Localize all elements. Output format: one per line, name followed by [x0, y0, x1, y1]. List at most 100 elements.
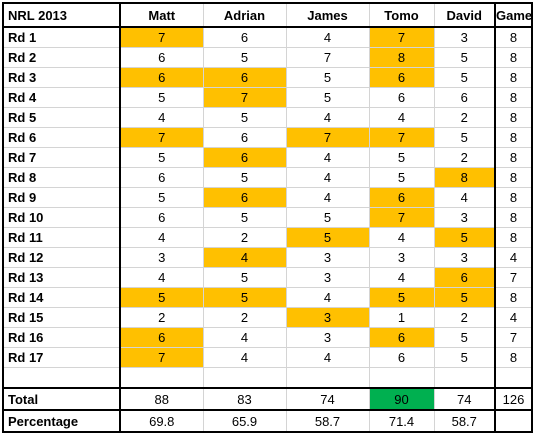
score-cell-tomo[interactable]: 6 [368, 327, 435, 348]
score-cell-james[interactable]: 3 [285, 327, 370, 348]
percentage-row-cell-tomo[interactable]: 71.4 [368, 409, 435, 433]
score-cell-games[interactable]: 8 [494, 67, 533, 88]
score-cell-david[interactable]: 5 [433, 327, 496, 348]
score-cell-david[interactable]: 2 [433, 307, 496, 328]
score-cell-tomo[interactable]: 6 [368, 347, 435, 368]
score-cell-games[interactable]: 8 [494, 187, 533, 208]
column-header-james[interactable]: James [285, 2, 370, 28]
round-label-cell[interactable]: Rd 4 [2, 87, 121, 108]
score-cell-games[interactable]: 8 [494, 227, 533, 248]
score-cell-adrian[interactable]: 2 [202, 227, 287, 248]
score-cell-adrian[interactable]: 5 [202, 167, 287, 188]
score-cell-games[interactable]: 7 [494, 327, 533, 348]
round-label-cell[interactable]: Rd 7 [2, 147, 121, 168]
score-cell-james[interactable]: 5 [285, 207, 370, 228]
score-cell-matt[interactable]: 6 [119, 67, 204, 88]
score-cell-david[interactable]: 5 [433, 127, 496, 148]
score-cell-tomo[interactable]: 6 [368, 187, 435, 208]
score-cell-tomo[interactable]: 6 [368, 67, 435, 88]
score-cell-matt[interactable]: 6 [119, 327, 204, 348]
score-cell-adrian[interactable]: 6 [202, 67, 287, 88]
score-cell-david[interactable]: 3 [433, 26, 496, 48]
round-label-cell[interactable]: Rd 6 [2, 127, 121, 148]
score-cell-tomo[interactable]: 5 [368, 287, 435, 308]
score-cell-adrian[interactable]: 6 [202, 187, 287, 208]
score-cell-adrian[interactable]: 4 [202, 327, 287, 348]
score-cell-games[interactable]: 8 [494, 167, 533, 188]
empty-cell[interactable] [433, 367, 496, 389]
percentage-row-cell-games[interactable] [494, 409, 533, 433]
total-row-cell-matt[interactable]: 88 [119, 387, 204, 411]
score-cell-matt[interactable]: 5 [119, 287, 204, 308]
column-header-adrian[interactable]: Adrian [202, 2, 287, 28]
score-cell-matt[interactable]: 5 [119, 187, 204, 208]
score-cell-adrian[interactable]: 7 [202, 87, 287, 108]
empty-cell[interactable] [368, 367, 435, 389]
score-cell-james[interactable]: 4 [285, 26, 370, 48]
score-cell-matt[interactable]: 5 [119, 87, 204, 108]
score-cell-games[interactable]: 8 [494, 47, 533, 68]
score-cell-david[interactable]: 5 [433, 347, 496, 368]
score-cell-adrian[interactable]: 6 [202, 147, 287, 168]
round-label-cell[interactable]: Rd 1 [2, 26, 121, 48]
score-cell-james[interactable]: 4 [285, 147, 370, 168]
round-label-cell[interactable]: Rd 12 [2, 247, 121, 268]
score-cell-tomo[interactable]: 4 [368, 107, 435, 128]
score-cell-matt[interactable]: 6 [119, 207, 204, 228]
round-label-cell[interactable]: Rd 9 [2, 187, 121, 208]
score-cell-adrian[interactable]: 6 [202, 127, 287, 148]
empty-cell[interactable] [119, 367, 204, 389]
score-cell-matt[interactable]: 4 [119, 227, 204, 248]
score-cell-tomo[interactable]: 4 [368, 267, 435, 288]
score-cell-james[interactable]: 4 [285, 107, 370, 128]
score-cell-james[interactable]: 4 [285, 287, 370, 308]
column-header-games[interactable]: Games [494, 2, 533, 28]
score-cell-matt[interactable]: 6 [119, 47, 204, 68]
column-header-david[interactable]: David [433, 2, 496, 28]
empty-cell[interactable] [2, 367, 121, 389]
score-cell-david[interactable]: 6 [433, 267, 496, 288]
percentage-row-cell-james[interactable]: 58.7 [285, 409, 370, 433]
score-cell-james[interactable]: 3 [285, 307, 370, 328]
total-row-cell-david[interactable]: 74 [433, 387, 496, 411]
score-cell-games[interactable]: 8 [494, 127, 533, 148]
total-row-cell-adrian[interactable]: 83 [202, 387, 287, 411]
score-cell-adrian[interactable]: 5 [202, 207, 287, 228]
score-cell-games[interactable]: 8 [494, 347, 533, 368]
score-cell-david[interactable]: 6 [433, 87, 496, 108]
score-cell-adrian[interactable]: 5 [202, 287, 287, 308]
score-cell-david[interactable]: 3 [433, 207, 496, 228]
score-cell-matt[interactable]: 7 [119, 127, 204, 148]
round-label-cell[interactable]: Rd 11 [2, 227, 121, 248]
score-cell-adrian[interactable]: 5 [202, 47, 287, 68]
score-cell-games[interactable]: 8 [494, 287, 533, 308]
score-cell-matt[interactable]: 2 [119, 307, 204, 328]
score-cell-adrian[interactable]: 4 [202, 247, 287, 268]
total-row-cell-tomo[interactable]: 90 [368, 387, 435, 411]
round-label-cell[interactable]: Rd 8 [2, 167, 121, 188]
round-label-cell[interactable]: Rd 3 [2, 67, 121, 88]
score-cell-matt[interactable]: 4 [119, 107, 204, 128]
score-cell-david[interactable]: 5 [433, 287, 496, 308]
score-cell-james[interactable]: 7 [285, 127, 370, 148]
score-cell-tomo[interactable]: 1 [368, 307, 435, 328]
score-cell-matt[interactable]: 7 [119, 347, 204, 368]
score-cell-tomo[interactable]: 4 [368, 227, 435, 248]
score-cell-tomo[interactable]: 7 [368, 207, 435, 228]
score-cell-james[interactable]: 3 [285, 247, 370, 268]
score-cell-david[interactable]: 5 [433, 47, 496, 68]
score-cell-tomo[interactable]: 5 [368, 147, 435, 168]
column-header-matt[interactable]: Matt [119, 2, 204, 28]
round-label-cell[interactable]: Rd 16 [2, 327, 121, 348]
score-cell-games[interactable]: 4 [494, 247, 533, 268]
score-cell-tomo[interactable]: 3 [368, 247, 435, 268]
score-cell-adrian[interactable]: 5 [202, 267, 287, 288]
round-label-cell[interactable]: Rd 10 [2, 207, 121, 228]
score-cell-david[interactable]: 3 [433, 247, 496, 268]
score-cell-games[interactable]: 8 [494, 147, 533, 168]
score-cell-games[interactable]: 8 [494, 207, 533, 228]
score-cell-matt[interactable]: 7 [119, 26, 204, 48]
score-cell-david[interactable]: 5 [433, 227, 496, 248]
score-cell-games[interactable]: 4 [494, 307, 533, 328]
round-label-cell[interactable]: Rd 2 [2, 47, 121, 68]
